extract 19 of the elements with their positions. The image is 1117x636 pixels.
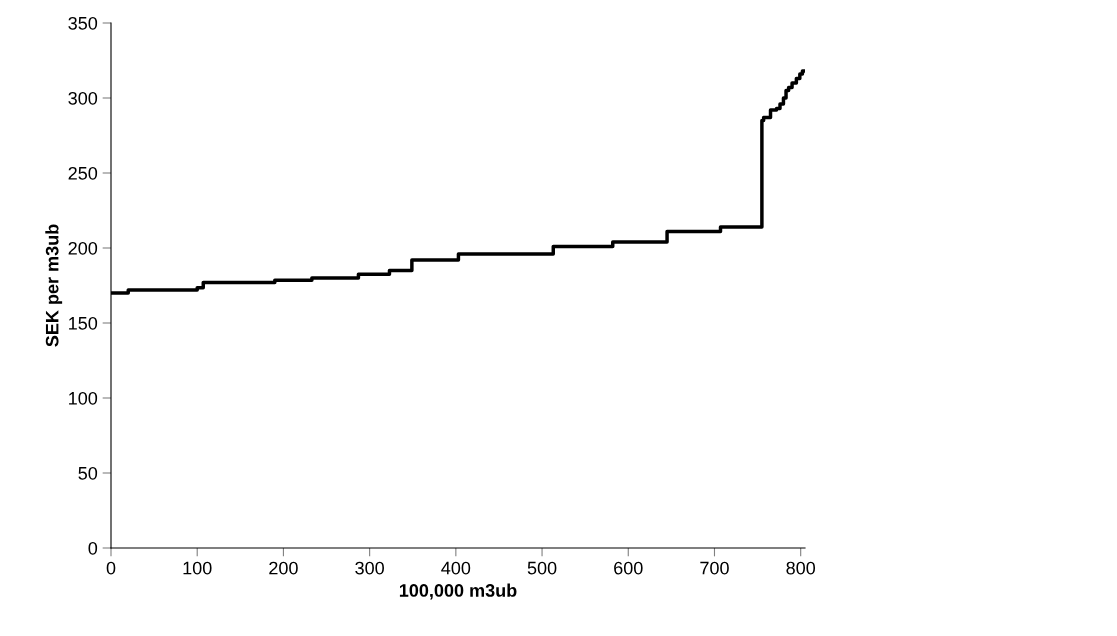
y-tick-label: 350 bbox=[68, 16, 98, 30]
y-tick-label: 50 bbox=[78, 466, 98, 480]
x-tick-label: 0 bbox=[106, 561, 116, 575]
x-tick-label: 200 bbox=[269, 561, 298, 575]
x-tick-label: 400 bbox=[441, 561, 471, 575]
x-tick-label: 800 bbox=[786, 561, 816, 575]
x-tick-label: 700 bbox=[700, 561, 729, 575]
y-tick-label: 0 bbox=[88, 541, 98, 555]
x-tick-label: 600 bbox=[614, 561, 643, 575]
y-tick-label: 100 bbox=[69, 391, 98, 405]
y-tick-label: 300 bbox=[68, 91, 98, 105]
y-tick-label: 200 bbox=[68, 241, 98, 255]
x-axis-title: 100,000 m3ub bbox=[399, 583, 517, 600]
x-tick-label: 100 bbox=[183, 561, 212, 575]
x-tick-label: 300 bbox=[355, 561, 384, 575]
y-axis-title: SEK per m3ub bbox=[45, 224, 63, 347]
x-tick-label: 500 bbox=[527, 561, 557, 575]
y-tick-label: 250 bbox=[68, 166, 98, 180]
y-tick-label: 150 bbox=[69, 316, 98, 330]
